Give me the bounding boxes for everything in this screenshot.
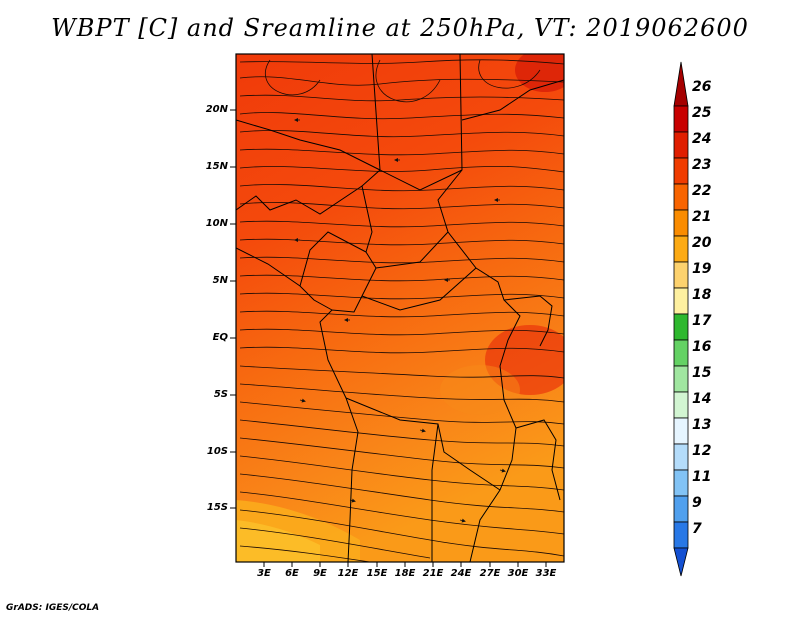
- colorbar-label: 23: [692, 157, 712, 173]
- colorbar-segment: [673, 547, 689, 577]
- colorbar-label: 9: [692, 495, 702, 511]
- colorbar-segment: [673, 391, 689, 419]
- lon-label-12e: 12E: [337, 568, 359, 579]
- colorbar-segment: [673, 495, 689, 523]
- colorbar-segment: [673, 235, 689, 263]
- lon-label-18e: 18E: [394, 568, 416, 579]
- lat-label-eq: EQ: [212, 332, 228, 343]
- lat-label-10n: 10N: [205, 218, 228, 229]
- lat-label-10s: 10S: [206, 446, 228, 457]
- lat-label-15s: 15S: [206, 502, 228, 513]
- chart-title: WBPT [C] and Sreamline at 250hPa, VT: 20…: [51, 14, 749, 42]
- colorbar-label: 17: [692, 313, 712, 329]
- colorbar-segment: [673, 261, 689, 289]
- country-borders: [236, 54, 564, 562]
- colorbar-segment: [673, 443, 689, 471]
- colorbar-label: 26: [692, 79, 712, 95]
- colorbar-label: 25: [692, 105, 712, 121]
- colorbar-label: 24: [692, 131, 712, 147]
- colorbar-segment: [673, 157, 689, 185]
- lon-label-15e: 15E: [366, 568, 388, 579]
- lat-label-20n: 20N: [205, 104, 228, 115]
- map-frame: [235, 53, 565, 563]
- colorbar-segment: [673, 313, 689, 341]
- colorbar-label: 11: [692, 469, 712, 485]
- credit-text: GrADS: IGES/COLA: [6, 603, 100, 613]
- colorbar-segment: [673, 183, 689, 211]
- axis-ticks: [230, 109, 547, 567]
- colorbar-label: 12: [692, 443, 712, 459]
- lat-label-15n: 15N: [205, 161, 228, 172]
- lon-label-30e: 30E: [507, 568, 529, 579]
- lon-label-24e: 24E: [450, 568, 472, 579]
- colorbar-segment: [673, 521, 689, 549]
- colorbar-label: 18: [692, 287, 712, 303]
- colorbar-segment: [673, 287, 689, 315]
- streamlines: [239, 59, 564, 562]
- lon-label-6e: 6E: [285, 568, 299, 579]
- lon-label-9e: 9E: [313, 568, 327, 579]
- colorbar-segment: [673, 209, 689, 237]
- colorbar-segment: [673, 131, 689, 159]
- colorbar-segment: [673, 61, 689, 107]
- lat-label-5s: 5S: [213, 389, 228, 400]
- colorbar-segment: [673, 469, 689, 497]
- colorbar-segment: [673, 417, 689, 445]
- colorbar-segment: [673, 365, 689, 393]
- wbpt-field: [236, 54, 564, 562]
- colorbar: [673, 61, 689, 577]
- colorbar-label: 16: [692, 339, 712, 355]
- colorbar-segment: [673, 339, 689, 367]
- colorbar-label: 7: [692, 521, 702, 537]
- colorbar-label: 21: [692, 209, 712, 225]
- colorbar-label: 15: [692, 365, 712, 381]
- lat-label-5n: 5N: [212, 275, 228, 286]
- colorbar-label: 22: [692, 183, 712, 199]
- lon-label-21e: 21E: [422, 568, 444, 579]
- lon-label-33e: 33E: [535, 568, 557, 579]
- lon-label-27e: 27E: [479, 568, 501, 579]
- colorbar-segment: [673, 105, 689, 133]
- colorbar-label: 19: [692, 261, 712, 277]
- colorbar-label: 20: [692, 235, 712, 251]
- lon-label-3e: 3E: [257, 568, 271, 579]
- colorbar-label: 13: [692, 417, 712, 433]
- colorbar-label: 14: [692, 391, 712, 407]
